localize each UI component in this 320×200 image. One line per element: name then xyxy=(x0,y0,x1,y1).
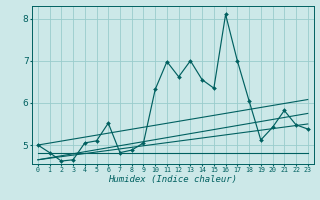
X-axis label: Humidex (Indice chaleur): Humidex (Indice chaleur) xyxy=(108,175,237,184)
